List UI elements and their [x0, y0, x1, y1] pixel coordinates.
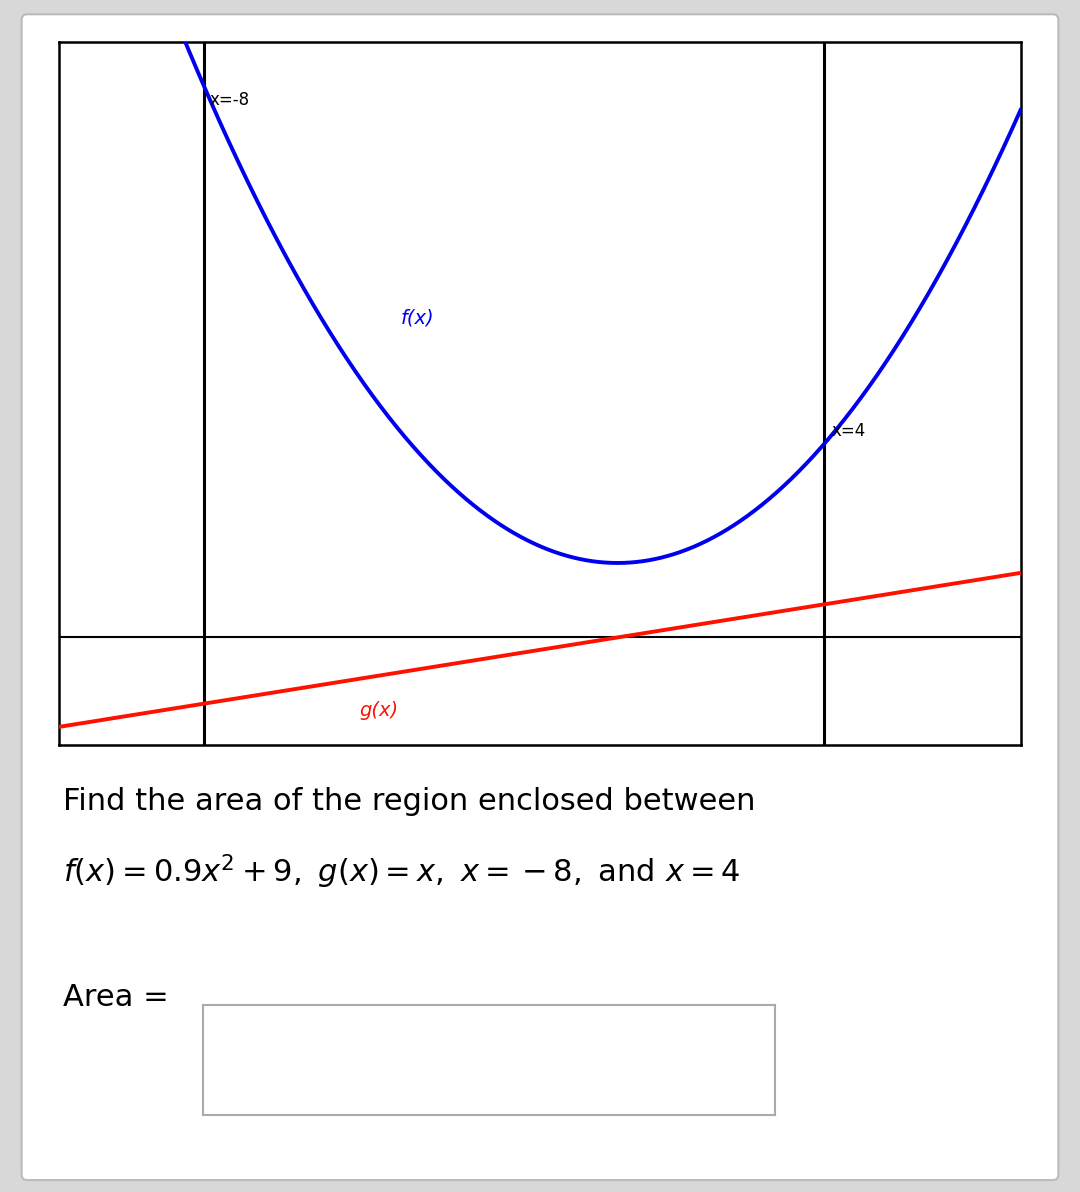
Text: $f(x) = 0.9x^2 + 9,\ g(x) = x,\ x = -8,\ \mathrm{and}\ x = 4$: $f(x) = 0.9x^2 + 9,\ g(x) = x,\ x = -8,\…: [63, 852, 740, 890]
Text: g(x): g(x): [360, 701, 399, 720]
Text: x=4: x=4: [832, 422, 866, 440]
Text: Area =: Area =: [63, 983, 168, 1012]
Text: Find the area of the region enclosed between: Find the area of the region enclosed bet…: [63, 787, 755, 815]
Text: x=-8: x=-8: [210, 92, 249, 110]
Text: f(x): f(x): [401, 308, 434, 327]
